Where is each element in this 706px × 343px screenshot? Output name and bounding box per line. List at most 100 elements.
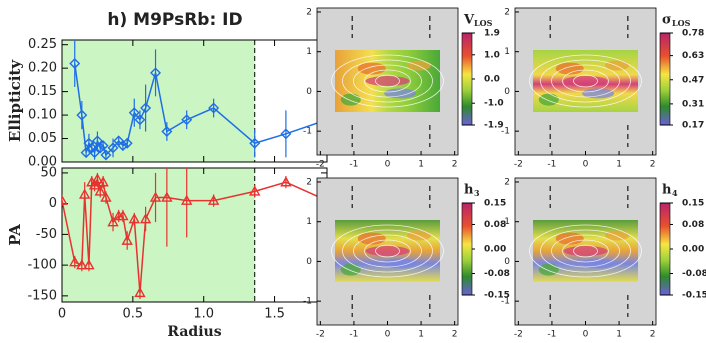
x-tick-label: -1 bbox=[349, 330, 358, 340]
y-tick-label: 50 bbox=[40, 165, 57, 180]
x-tick-label: 1.0 bbox=[193, 307, 214, 322]
colorbar-tick-label: -0.08 bbox=[484, 269, 510, 279]
map-feature bbox=[340, 93, 361, 106]
x-tick-label: -2 bbox=[514, 330, 523, 340]
y-tick-label: -1 bbox=[501, 127, 510, 137]
colorbar-tick-label: -0.08 bbox=[682, 269, 706, 279]
x-tick-label: 2 bbox=[452, 330, 458, 340]
y-tick-label: 2 bbox=[306, 177, 312, 187]
marker bbox=[249, 185, 261, 196]
contour bbox=[342, 59, 433, 103]
map-feature bbox=[582, 88, 615, 99]
y-axis-label: PA bbox=[6, 224, 24, 246]
marker bbox=[134, 114, 146, 126]
colorbar bbox=[659, 32, 671, 126]
marker bbox=[69, 57, 81, 69]
y-tick-label: 0 bbox=[504, 257, 510, 267]
colorbar-tick-label: -1.9 bbox=[484, 121, 504, 131]
map-feature bbox=[582, 258, 615, 269]
x-tick-label: 0 bbox=[385, 330, 391, 340]
marker bbox=[150, 67, 162, 79]
colorbar-tick-label: 0.08 bbox=[484, 220, 506, 230]
y-tick-label: 2 bbox=[504, 177, 510, 187]
x-tick-label: -1 bbox=[547, 160, 556, 170]
marker bbox=[207, 194, 220, 205]
marker bbox=[134, 286, 146, 298]
contour bbox=[353, 64, 422, 98]
y-tick-label: 0.15 bbox=[28, 84, 57, 99]
contour bbox=[562, 239, 609, 263]
map-feature bbox=[384, 88, 417, 99]
y-tick-label: 1 bbox=[306, 217, 312, 227]
marker bbox=[83, 137, 95, 149]
marker bbox=[117, 210, 129, 221]
marker bbox=[128, 107, 140, 119]
y-tick-label: 2 bbox=[306, 7, 312, 17]
x-tick-label: 0.5 bbox=[123, 307, 144, 322]
contour bbox=[529, 54, 642, 108]
y-tick-label: 0.25 bbox=[28, 37, 57, 52]
y-tick-label: -1 bbox=[303, 297, 312, 307]
marker bbox=[97, 140, 109, 152]
colorbar-label: V bbox=[463, 13, 475, 28]
marker bbox=[140, 102, 152, 114]
marker bbox=[149, 191, 162, 202]
colorbar-label-sub: 4 bbox=[672, 188, 678, 198]
y-tick-label: 0.00 bbox=[28, 155, 57, 170]
x-tick-label: -1 bbox=[349, 160, 358, 170]
x-tick-label: 2 bbox=[650, 160, 656, 170]
x-tick-label: 2 bbox=[650, 330, 656, 340]
contour bbox=[342, 229, 433, 273]
colorbar-tick-label: 0.00 bbox=[484, 245, 506, 255]
marker bbox=[97, 176, 109, 187]
marker bbox=[121, 234, 133, 245]
colorbar-tick-label: 0.00 bbox=[682, 245, 704, 255]
colorbar bbox=[461, 202, 473, 296]
marker bbox=[62, 194, 68, 205]
marker bbox=[88, 179, 101, 190]
colorbar-tick-label: -0.15 bbox=[682, 291, 706, 301]
contour bbox=[364, 239, 411, 263]
map-feature bbox=[605, 60, 629, 71]
x-tick-label: 2 bbox=[452, 160, 458, 170]
colorbar-tick-label: -1.0 bbox=[484, 99, 504, 109]
y-tick-label: -50 bbox=[36, 227, 57, 242]
map-feature bbox=[384, 258, 417, 269]
marker bbox=[128, 213, 140, 224]
contour bbox=[540, 59, 631, 103]
colorbar bbox=[659, 202, 671, 296]
x-tick-label: 0 bbox=[385, 160, 391, 170]
x-tick-label: 1 bbox=[418, 160, 424, 170]
x-tick-label: 0 bbox=[583, 330, 589, 340]
marker bbox=[69, 256, 81, 267]
marker bbox=[83, 259, 95, 270]
marker bbox=[121, 137, 133, 149]
marker bbox=[280, 128, 292, 140]
colorbar-tick-label: 0.63 bbox=[682, 51, 704, 61]
marker bbox=[161, 191, 173, 202]
map-feature bbox=[563, 76, 608, 86]
contour bbox=[331, 54, 444, 108]
marker bbox=[181, 114, 193, 126]
marker bbox=[100, 149, 112, 161]
colorbar-tick-label: 1.0 bbox=[484, 50, 500, 60]
x-tick-label: 1 bbox=[616, 330, 622, 340]
y-axis-label: Ellipticity bbox=[6, 59, 24, 142]
colorbar-tick-label: 0.08 bbox=[682, 220, 704, 230]
map-feature bbox=[340, 263, 361, 276]
y-tick-label: -100 bbox=[27, 258, 57, 273]
colorbar-tick-label: 0.15 bbox=[484, 199, 506, 209]
marker bbox=[181, 194, 193, 205]
colorbar-tick-label: 0.0 bbox=[484, 75, 500, 85]
marker bbox=[100, 191, 112, 202]
x-tick-label: 1.5 bbox=[264, 307, 285, 322]
y-tick-label: -1 bbox=[303, 127, 312, 137]
marker bbox=[161, 126, 173, 137]
y-tick-label: 0 bbox=[504, 87, 510, 97]
colorbar-tick-label: 0.15 bbox=[682, 199, 704, 209]
colorbar-label: h bbox=[464, 183, 474, 198]
marker bbox=[80, 147, 92, 159]
x-tick-label: 0 bbox=[58, 307, 66, 322]
y-tick-label: 1 bbox=[504, 47, 510, 57]
x-axis-label: Radius bbox=[167, 324, 221, 340]
